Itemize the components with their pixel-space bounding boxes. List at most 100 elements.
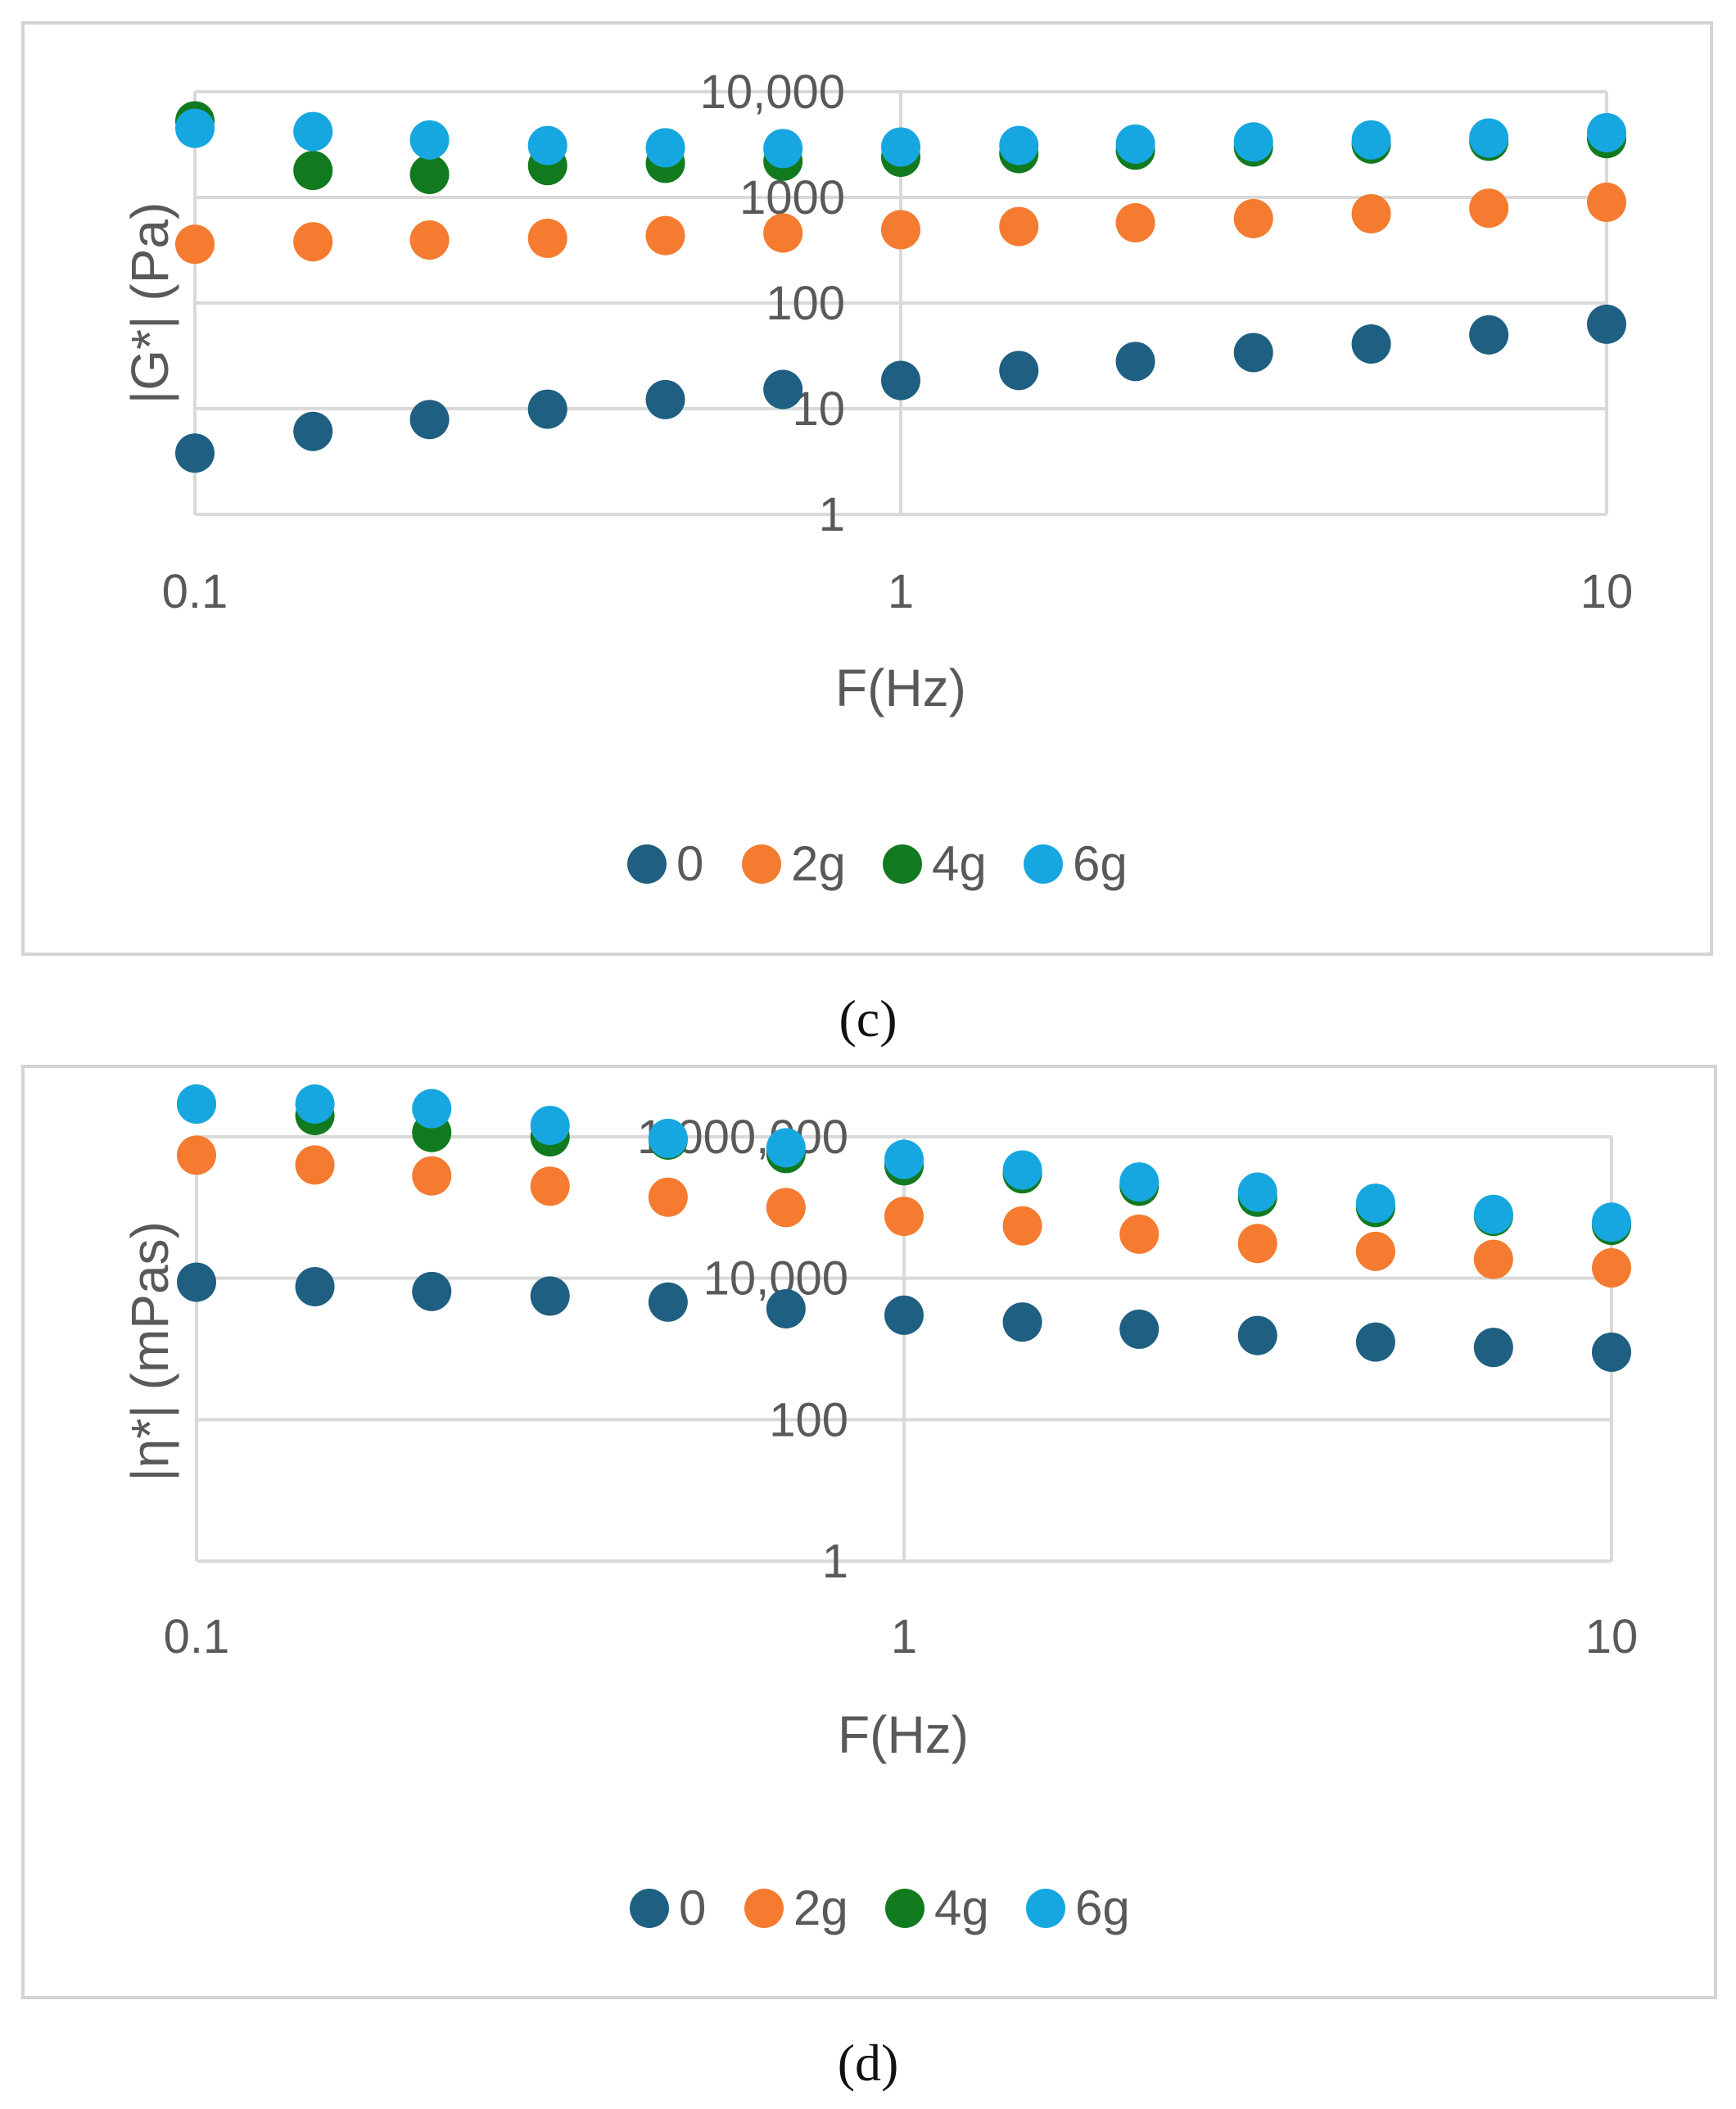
panel-d-point-2g (1355, 1231, 1395, 1271)
panel-c-y-tick-label: 1 (819, 488, 845, 541)
panel-c-legend-marker (627, 844, 667, 884)
panel-c-point-2g (999, 206, 1039, 247)
panel-d-legend: 0 2g 4g 6g (630, 1880, 1130, 1935)
panel-d-point-6g (648, 1118, 688, 1158)
panel-d-point-6g (177, 1084, 216, 1124)
panel-c-x-tick-labels: 0.1 1 10 (162, 565, 1634, 618)
panel-d-x-tick-label: 0.1 (164, 1610, 230, 1663)
panel-c-data-points (175, 101, 1626, 473)
panel-d-caption: (d) (838, 2034, 899, 2092)
panel-c-point-6g (1469, 118, 1509, 158)
panel-d-point-0 (1355, 1322, 1395, 1362)
panel-d-point-2g (1473, 1239, 1513, 1279)
panel-c-point-0 (763, 369, 803, 410)
panel-c-point-0 (1351, 324, 1391, 364)
panel-d-y-tick-label: 1 (822, 1535, 848, 1588)
panel-d-point-6g (530, 1106, 570, 1146)
panel-c-point-6g (763, 129, 803, 169)
panel-c-point-6g (1115, 124, 1155, 164)
panel-c-legend-marker (742, 844, 781, 884)
panel-c-point-6g (999, 125, 1039, 165)
panel-c-point-0 (999, 351, 1039, 391)
panel-c-point-6g (293, 111, 333, 152)
panel-c-point-2g (1351, 193, 1391, 233)
panel-d-point-6g (884, 1139, 924, 1179)
panel-c-point-2g (409, 220, 450, 260)
panel-d-y-axis-title: |η*| (mPas) (120, 1221, 179, 1482)
panel-c-point-2g (763, 213, 803, 253)
panel-c-x-tick-label: 1 (888, 565, 914, 618)
panel-c-point-0 (1587, 304, 1626, 344)
panel-d-x-tick-label: 10 (1585, 1610, 1639, 1663)
panel-c-point-0 (1115, 342, 1155, 382)
panel-c-point-6g (1351, 120, 1391, 160)
panel-c-x-tick-label: 10 (1580, 565, 1634, 618)
panel-d-x-tick-label: 1 (891, 1610, 917, 1663)
panel-c-point-0 (409, 400, 450, 440)
panel-c-point-6g (645, 128, 685, 168)
panel-d-legend-label: 4g (934, 1880, 989, 1935)
panel-c-point-6g (175, 108, 215, 148)
panel-c-point-2g (1115, 203, 1155, 243)
panel-c-point-2g (527, 218, 567, 258)
panel-d-point-2g (412, 1156, 452, 1196)
panel-d-frame (21, 1065, 1717, 1999)
panel-c-point-6g (527, 125, 567, 165)
panel-d-legend-label: 2g (793, 1880, 848, 1935)
panel-c-legend-item-4g: 4g (883, 836, 987, 891)
panel-d-legend-label: 0 (679, 1880, 706, 1935)
panel-d-point-0 (1473, 1328, 1513, 1368)
panel-c-y-tick-label: 1000 (739, 171, 845, 224)
panel-c-legend-marker (1024, 844, 1063, 884)
panel-d-point-0 (1119, 1309, 1160, 1349)
panel-d-legend-label: 6g (1075, 1880, 1130, 1935)
panel-d-point-2g (1119, 1214, 1160, 1254)
panel-d-point-0 (1237, 1315, 1277, 1355)
panel-c-point-6g (1587, 112, 1626, 152)
panel-d-point-0 (412, 1271, 452, 1311)
panel-c-point-0 (1233, 333, 1273, 373)
panel-c-legend-label: 2g (791, 836, 846, 891)
panel-c-point-2g (1587, 182, 1626, 222)
panel-d-point-0 (884, 1295, 924, 1335)
panel-c-point-2g (645, 215, 685, 256)
panel-c-legend-item-2g: 2g (742, 836, 846, 891)
panel-c-point-2g (1469, 188, 1509, 229)
panel-d-y-tick-label: 100 (769, 1393, 848, 1446)
panel-c-series-6g (175, 108, 1626, 169)
panel-c-point-0 (645, 379, 685, 419)
panel-d-point-6g (295, 1084, 335, 1124)
panel-d-point-6g (1119, 1162, 1160, 1202)
panel-d-point-6g (1355, 1183, 1395, 1224)
panel-c-y-tick-label: 100 (766, 277, 845, 330)
panel-d-legend-marker (885, 1889, 925, 1928)
panel-c-point-0 (1469, 315, 1509, 355)
panel-c-point-0 (527, 389, 567, 429)
panel-c-point-2g (881, 210, 920, 250)
panel-c-x-axis-title: F(Hz) (835, 658, 966, 717)
panel-d-point-6g (1002, 1150, 1042, 1190)
panel-c-x-tick-label: 0.1 (162, 565, 228, 618)
panel-d-point-2g (177, 1135, 216, 1175)
panel-d-point-2g (1237, 1224, 1277, 1264)
panel-d-legend-item-2g: 2g (744, 1880, 848, 1935)
panel-d-point-2g (295, 1145, 335, 1185)
panel-d-point-6g (1473, 1194, 1513, 1234)
panel-d-data-points (177, 1084, 1631, 1372)
panel-d-legend-marker (1026, 1889, 1065, 1928)
panel-d-legend-item-4g: 4g (885, 1880, 989, 1935)
panel-d-point-0 (530, 1276, 570, 1316)
panel-c-point-4g (293, 151, 333, 191)
panel-c-legend: 0 2g 4g 6g (627, 836, 1128, 891)
panel-d-series-2g (177, 1135, 1631, 1288)
panel-c-point-0 (881, 360, 920, 401)
panel-d-point-6g (1237, 1172, 1277, 1212)
panel-c-legend-item-0: 0 (627, 836, 703, 891)
panel-d-point-2g (530, 1166, 570, 1206)
panel-d-point-2g (1592, 1248, 1631, 1288)
panel-d-legend-marker (744, 1889, 784, 1928)
panel-d-point-2g (1002, 1206, 1042, 1246)
panel-d-x-axis-title: F(Hz) (838, 1705, 969, 1764)
